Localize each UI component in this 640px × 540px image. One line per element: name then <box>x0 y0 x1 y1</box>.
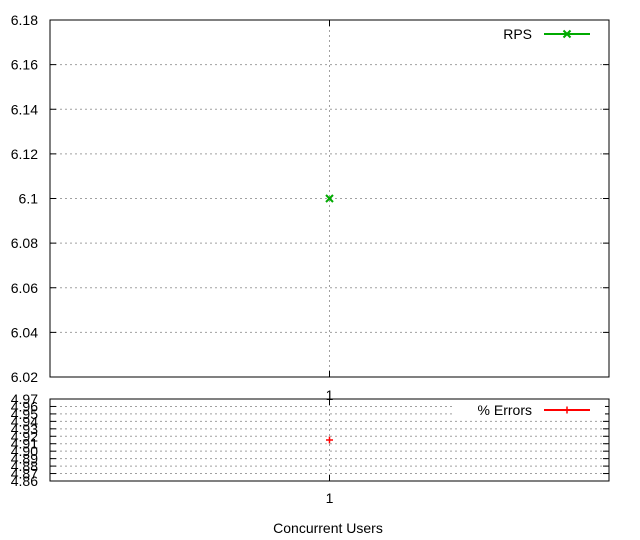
errors-y-tick-label: 4.90 <box>11 443 38 459</box>
rps-y-tick-label: 6.02 <box>11 369 38 385</box>
rps-panel: 6.02 6.04 6.06 6.08 6.1 6.12 6.14 6.16 6.18 1 RPS <box>11 12 610 403</box>
rps-y-tick-label: 6.06 <box>11 280 38 296</box>
errors-y-tick-label: 4.91 <box>11 436 38 452</box>
errors-y-tick-label: 4.92 <box>11 428 38 444</box>
rps-legend-marker-stroke <box>562 29 572 39</box>
errors-y-tick-label: 4.86 <box>11 473 38 489</box>
errors-plot-frame <box>49 398 610 482</box>
errors-data-point <box>326 436 333 444</box>
errors-legend-label: % Errors <box>478 402 532 418</box>
rps-x-tick-label: 1 <box>326 387 334 403</box>
rps-legend-label: RPS <box>503 26 532 42</box>
errors-legend-box <box>455 400 605 420</box>
rps-y-tick-label: 6.12 <box>11 146 38 162</box>
rps-data-point-stroke <box>325 194 334 203</box>
rps-y-tick-label: 6.08 <box>11 235 38 251</box>
errors-y-tick-label: 4.95 <box>11 406 38 422</box>
rps-y-tick-label: 6.16 <box>11 57 38 73</box>
errors-legend-marker <box>563 406 571 414</box>
errors-y-tick-label: 4.89 <box>11 451 38 467</box>
errors-y-tick-label: 4.93 <box>11 421 38 437</box>
errors-y-tick-label: 4.94 <box>11 413 38 429</box>
errors-panel: 4.864.874.884.894.904.914.924.934.944.95… <box>11 391 610 506</box>
errors-y-tick-label: 4.88 <box>11 458 38 474</box>
errors-y-tick-label: 4.96 <box>11 398 38 414</box>
rps-y-tick-label: 6.14 <box>11 101 38 117</box>
rps-y-tick-label: 6.18 <box>11 12 38 28</box>
rps-y-tick-label: 6.1 <box>19 191 39 207</box>
rps-plot-frame <box>49 19 610 378</box>
rps-legend-box <box>455 24 605 44</box>
errors-y-tick-label: 4.87 <box>11 466 38 482</box>
rps-legend-marker <box>562 29 572 39</box>
errors-y-tick-label: 4.97 <box>11 391 38 407</box>
rps-y-tick-label: 6.04 <box>11 324 38 340</box>
x-axis-label: Concurrent Users <box>273 520 383 536</box>
errors-x-tick-label: 1 <box>326 490 334 506</box>
rps-data-point <box>325 194 334 203</box>
